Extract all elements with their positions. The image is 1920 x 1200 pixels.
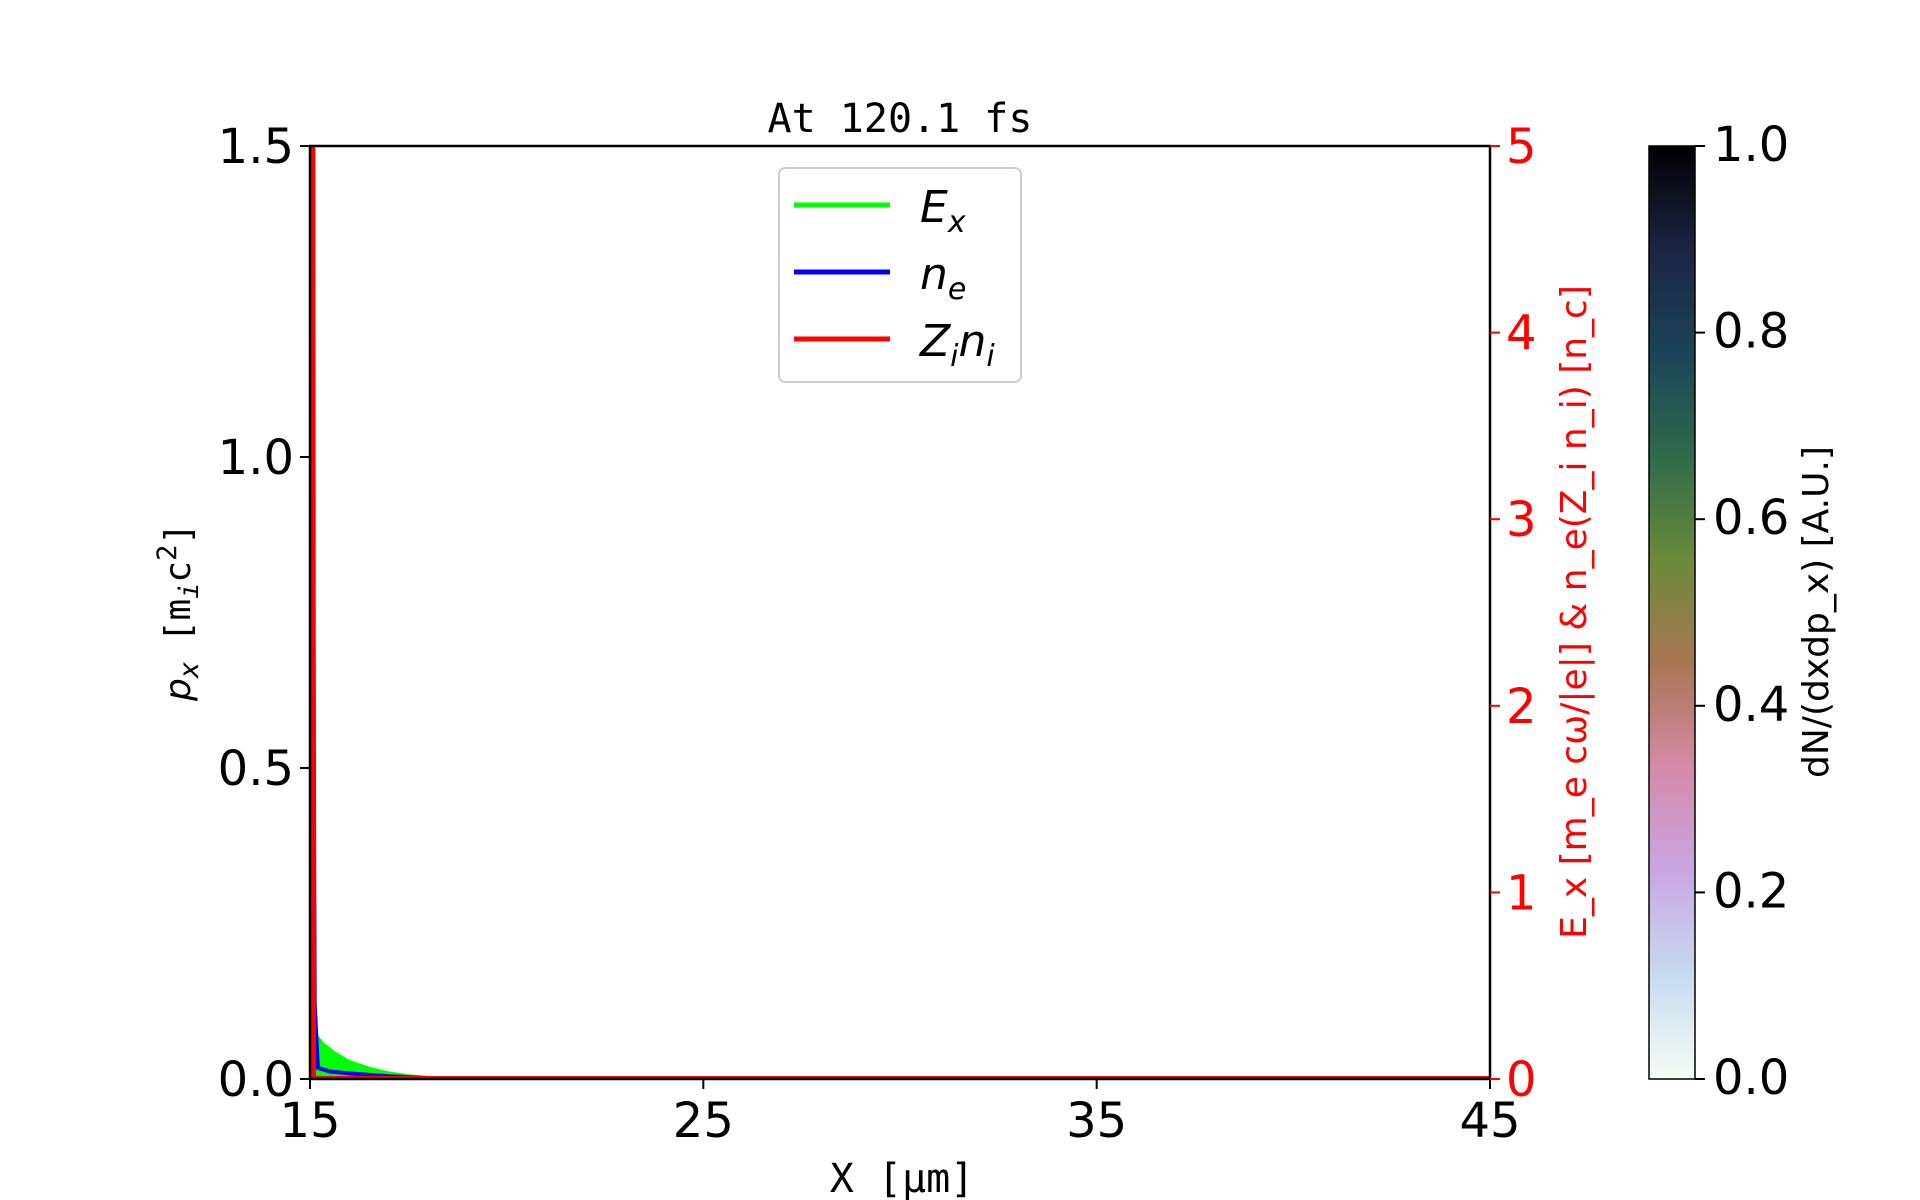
series-line-0 bbox=[311, 1032, 1490, 1079]
colorbar-tick-label: 1.0 bbox=[1713, 117, 1789, 173]
y-tick-label-right: 3 bbox=[1506, 492, 1537, 548]
y-tick-label-right: 1 bbox=[1506, 865, 1537, 921]
colorbar-tick-label: 0.8 bbox=[1713, 304, 1789, 360]
colorbar-tick-label: 0.2 bbox=[1713, 863, 1789, 919]
y-tick-label-left: 1.0 bbox=[218, 430, 294, 486]
legend-label: ne bbox=[920, 249, 966, 307]
legend-label: Zini bbox=[919, 316, 995, 374]
y-ticks-right: 0 1 2 3 4 5 bbox=[1490, 119, 1537, 1108]
y-tick-label-right: 5 bbox=[1506, 119, 1537, 175]
y-tick-label-left: 0.0 bbox=[218, 1052, 294, 1108]
colorbar-tick-label: 0.6 bbox=[1713, 490, 1789, 546]
x-ticks: 15 25 35 45 bbox=[279, 1079, 1521, 1149]
colorbar-label: dN/(dxdp_x) [A.U.] bbox=[1796, 446, 1837, 778]
colorbar-ticks: 0.0 0.2 0.4 0.6 0.8 1.0 bbox=[1695, 117, 1789, 1106]
x-axis-label: X [μm] bbox=[830, 1156, 975, 1200]
legend-box bbox=[778, 167, 1022, 383]
y-tick-label-right: 4 bbox=[1506, 306, 1537, 362]
legend-label: Ex bbox=[920, 182, 966, 240]
y-ticks-left: 0.0 0.5 1.0 1.5 bbox=[218, 119, 310, 1108]
y-axis-label-right: E_x [m_e cω/|e|] & n_e(Z_i n_i) [n_c] bbox=[1554, 285, 1595, 939]
y-axis-label-left: px[mic2] bbox=[152, 523, 205, 702]
plot-frame bbox=[308, 144, 1492, 1081]
y-tick-label-left: 0.5 bbox=[218, 741, 294, 797]
legend: Ex ne Zini bbox=[778, 167, 1022, 383]
y-tick-label-right: 2 bbox=[1506, 679, 1537, 735]
x-tick-label: 35 bbox=[1066, 1093, 1127, 1149]
series-ex-area bbox=[313, 1034, 1490, 1079]
colorbar-tick-label: 0.4 bbox=[1713, 677, 1789, 733]
colorbar bbox=[1648, 145, 1696, 1080]
x-tick-label: 15 bbox=[279, 1093, 340, 1149]
x-tick-label: 25 bbox=[673, 1093, 734, 1149]
colorbar-tick-label: 0.0 bbox=[1713, 1050, 1789, 1106]
x-tick-label: 45 bbox=[1459, 1093, 1520, 1149]
y-tick-label-left: 1.5 bbox=[218, 119, 294, 175]
chart-title: At 120.1 fs bbox=[768, 96, 1033, 142]
y-tick-label-right: 0 bbox=[1506, 1052, 1537, 1108]
